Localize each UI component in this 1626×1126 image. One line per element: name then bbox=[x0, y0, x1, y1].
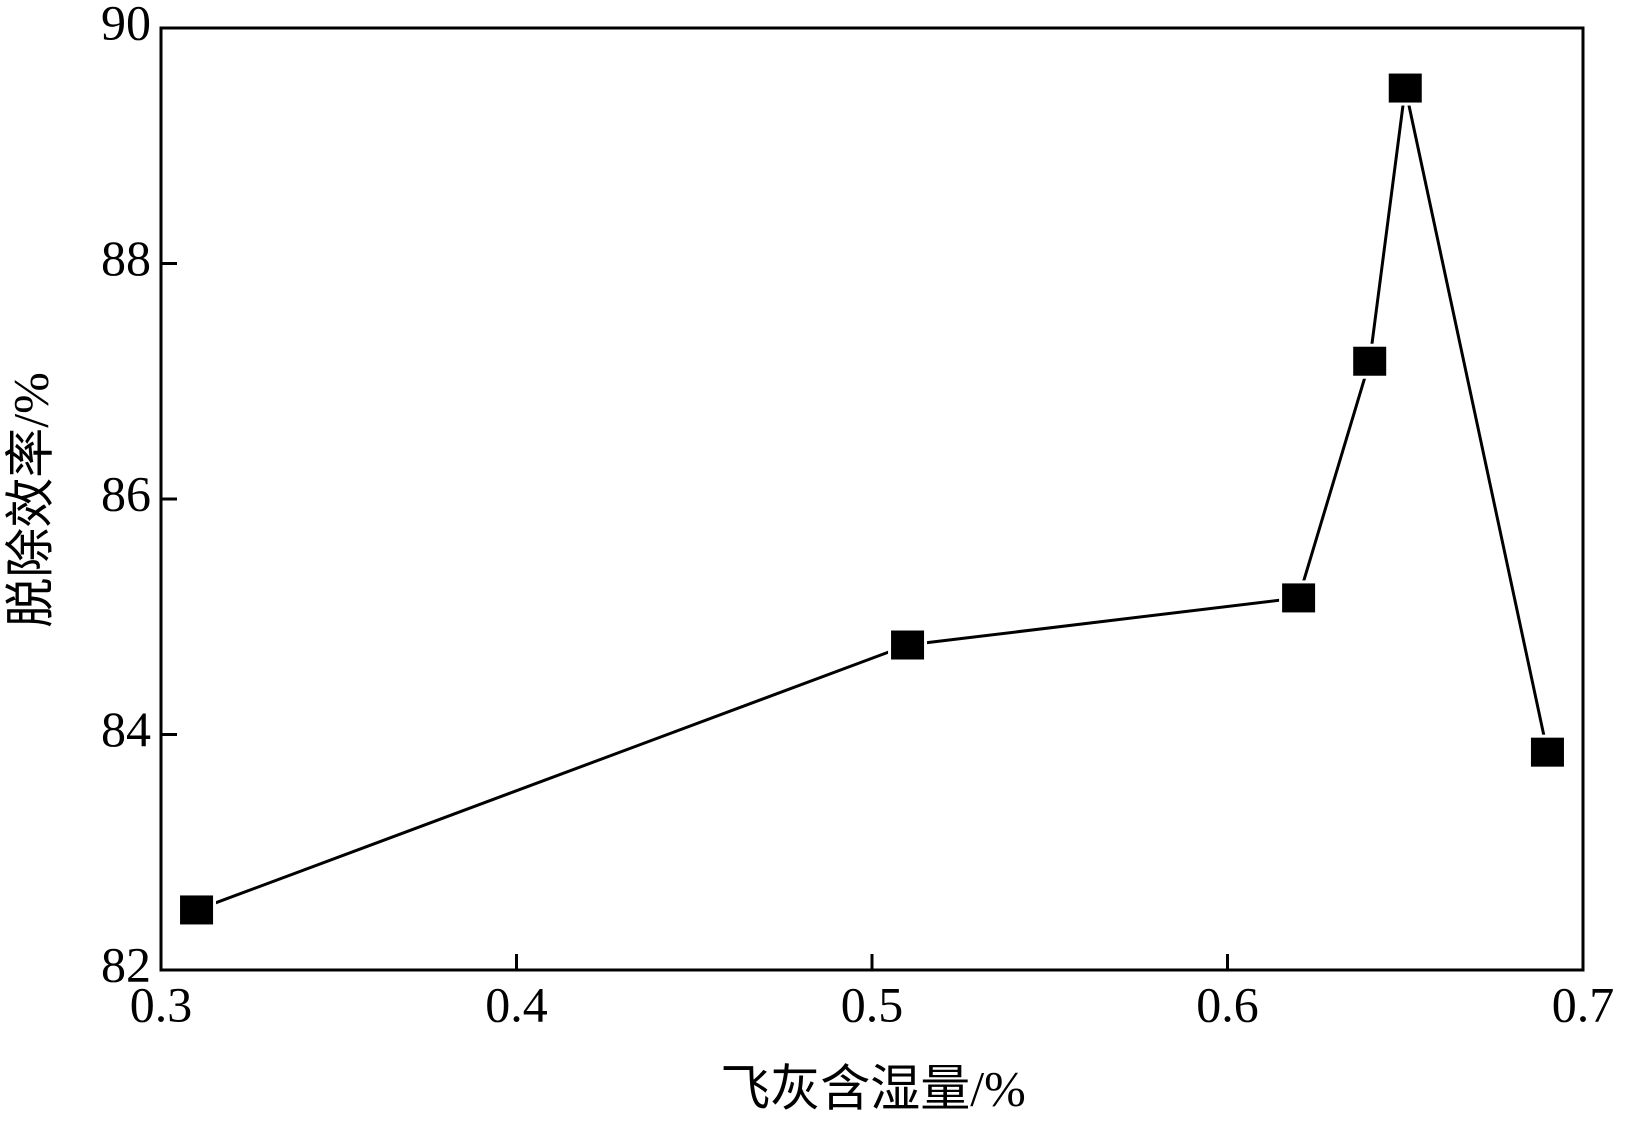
marker bbox=[177, 892, 217, 928]
marker bbox=[888, 627, 928, 663]
marker bbox=[1350, 343, 1390, 379]
y-tick-label: 88 bbox=[101, 230, 151, 286]
x-tick-label: 0.5 bbox=[841, 976, 904, 1032]
x-tick-label: 0.6 bbox=[1196, 976, 1259, 1032]
plot-frame bbox=[159, 26, 1585, 972]
marker bbox=[1279, 580, 1319, 616]
data-line bbox=[196, 87, 1549, 912]
y-tick-label: 84 bbox=[101, 701, 151, 757]
x-tick-label: 0.4 bbox=[485, 976, 548, 1032]
marker bbox=[1385, 70, 1425, 106]
y-tick-label: 82 bbox=[101, 936, 151, 992]
x-tick-label: 0.7 bbox=[1552, 976, 1615, 1032]
marker bbox=[1527, 734, 1567, 770]
x-tick-label: 0.3 bbox=[130, 976, 193, 1032]
x-axis-title: 飞灰含湿量/% bbox=[720, 1060, 1026, 1116]
y-tick-label: 86 bbox=[101, 465, 151, 521]
y-tick-label: 90 bbox=[101, 0, 151, 50]
y-axis-title: 脱除效率/% bbox=[2, 372, 58, 628]
